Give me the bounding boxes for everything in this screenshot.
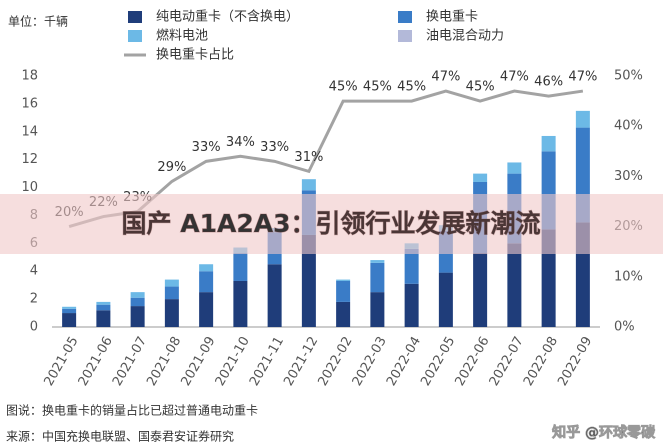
data-label: 33% bbox=[192, 140, 221, 155]
y-tick-label: 14 bbox=[21, 124, 38, 139]
bar-segment bbox=[96, 304, 111, 311]
data-label: 31% bbox=[294, 150, 323, 165]
data-label: 45% bbox=[466, 80, 495, 95]
bar-segment bbox=[301, 179, 316, 191]
y2-tick-label: 0% bbox=[614, 320, 635, 335]
bar-segment bbox=[96, 310, 111, 327]
data-label: 29% bbox=[157, 160, 186, 175]
data-label: 33% bbox=[260, 140, 289, 155]
y-tick-label: 2 bbox=[30, 292, 38, 307]
y-tick-label: 4 bbox=[30, 264, 38, 279]
bar-segment bbox=[575, 110, 590, 128]
bar-segment bbox=[199, 271, 214, 293]
unit-label: 单位：千辆 bbox=[8, 14, 68, 29]
bar-segment bbox=[164, 279, 179, 287]
bar-segment bbox=[199, 292, 214, 327]
data-label: 46% bbox=[534, 75, 563, 90]
y2-tick-label: 50% bbox=[614, 69, 643, 84]
y2-tick-label: 30% bbox=[614, 169, 643, 184]
legend-swatch bbox=[398, 11, 412, 23]
legend-label: 换电重卡占比 bbox=[156, 47, 234, 63]
legend-label: 燃料电池 bbox=[156, 28, 208, 44]
bar-segment bbox=[370, 260, 385, 263]
bar-segment bbox=[336, 280, 351, 302]
bar-segment bbox=[473, 253, 488, 327]
bar-segment bbox=[233, 253, 248, 281]
data-label: 45% bbox=[397, 80, 426, 95]
bar-segment bbox=[130, 306, 145, 327]
bar-segment bbox=[370, 292, 385, 327]
bar-segment bbox=[130, 292, 145, 298]
y2-tick-label: 40% bbox=[614, 119, 643, 134]
legend-label: 换电重卡 bbox=[426, 9, 478, 25]
legend-swatch bbox=[398, 30, 412, 42]
bar-segment bbox=[507, 243, 522, 327]
bar-segment bbox=[199, 264, 214, 272]
legend-swatch bbox=[128, 30, 142, 42]
banner-text: 国产 A1A2A3：引领行业发展新潮流 bbox=[122, 209, 541, 238]
legend-label: 纯电动重卡（不含换电） bbox=[156, 9, 299, 25]
bar-segment bbox=[130, 297, 145, 307]
data-label: 45% bbox=[329, 80, 358, 95]
data-label: 45% bbox=[363, 80, 392, 95]
y-tick-label: 10 bbox=[21, 180, 38, 195]
bar-segment bbox=[541, 135, 556, 152]
bar-segment bbox=[404, 248, 419, 284]
bar-segment bbox=[438, 272, 453, 327]
y-tick-label: 0 bbox=[30, 320, 38, 335]
bar-segment bbox=[267, 264, 282, 327]
x-tick-label: 2022-09 bbox=[555, 334, 595, 389]
legend-label: 油电混合动力 bbox=[426, 29, 504, 44]
watermark: 知乎 @环球零碳 bbox=[552, 424, 656, 441]
data-label: 47% bbox=[500, 70, 529, 85]
banner-band bbox=[0, 194, 663, 254]
bar-segment bbox=[96, 301, 111, 305]
y-tick-label: 12 bbox=[21, 152, 38, 167]
data-label: 47% bbox=[431, 70, 460, 85]
bar-segment bbox=[473, 173, 488, 182]
bar-segment bbox=[404, 283, 419, 327]
bar-segment bbox=[62, 306, 77, 309]
data-label: 34% bbox=[226, 135, 255, 150]
bar-segment bbox=[507, 162, 522, 174]
bar-segment bbox=[336, 301, 351, 327]
bar-segment bbox=[164, 286, 179, 300]
bar-segment bbox=[301, 234, 316, 327]
y-tick-label: 18 bbox=[21, 69, 38, 84]
caption: 图说：换电重卡的销量占比已超过普通电动重卡 bbox=[6, 403, 258, 418]
y-tick-label: 16 bbox=[21, 96, 38, 111]
bar-segment bbox=[233, 280, 248, 327]
legend-swatch bbox=[128, 11, 142, 23]
bar-segment bbox=[62, 313, 77, 327]
bar-segment bbox=[164, 299, 179, 327]
bar-segment bbox=[336, 279, 351, 281]
bar-segment bbox=[370, 262, 385, 293]
bar-segment bbox=[62, 308, 77, 314]
source: 来源：中国充换电联盟、国泰君安证券研究 bbox=[6, 429, 234, 444]
y2-tick-label: 10% bbox=[614, 269, 643, 284]
data-label: 47% bbox=[568, 70, 597, 85]
